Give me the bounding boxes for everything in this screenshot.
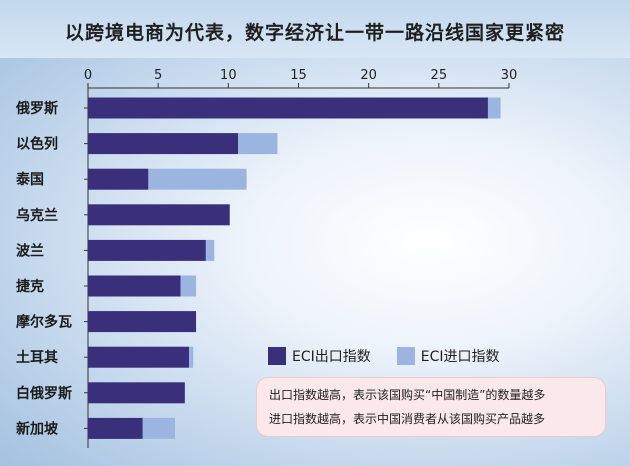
bar-export: [88, 417, 143, 439]
bar-import: [180, 275, 197, 297]
category-label: 新加坡: [16, 420, 59, 437]
chart-title: 以跨境电商为代表，数字经济让一带一路沿线国家更紧密: [64, 22, 565, 44]
x-tick-label: 25: [431, 68, 448, 83]
category-label: 以色列: [16, 136, 58, 153]
x-tick-label: 5: [154, 68, 162, 83]
bar-export: [88, 382, 185, 404]
note-line-import: 进口指数越高，表示中国消费者从该国购买产品越多: [269, 412, 546, 426]
x-tick-label: 0: [84, 68, 92, 83]
bar-export: [88, 311, 197, 333]
category-label: 乌克兰: [16, 207, 58, 224]
bar-import: [189, 346, 194, 368]
category-label: 泰国: [15, 171, 44, 188]
legend-swatch-export: [268, 347, 286, 365]
explanation-note: 出口指数越高，表示该国购买“中国制造”的数量越多 进口指数越高，表示中国消费者从…: [256, 377, 606, 437]
bar-export: [88, 97, 488, 119]
category-label: 摩尔多瓦: [16, 314, 72, 331]
bar-import: [148, 168, 247, 190]
bar-import: [238, 133, 278, 155]
category-label: 波兰: [16, 242, 44, 259]
category-label: 白俄罗斯: [16, 385, 72, 402]
x-tick-label: 15: [290, 68, 307, 83]
legend: ECI出口指数 ECI进口指数: [268, 346, 500, 366]
bar-export: [88, 133, 239, 155]
category-label: 捷克: [16, 278, 44, 295]
title-bar: [0, 0, 630, 58]
x-tick-label: 20: [360, 68, 377, 83]
bar-import: [487, 97, 501, 119]
x-tick-label: 10: [220, 68, 237, 83]
bar-export: [88, 275, 181, 297]
bar-import: [142, 417, 176, 439]
category-label: 土耳其: [16, 349, 58, 366]
bar-export: [88, 346, 190, 368]
x-tick-label: 30: [501, 68, 518, 83]
legend-label-export: ECI出口指数: [292, 349, 371, 365]
bar-export: [88, 239, 206, 261]
legend-label-import: ECI进口指数: [420, 349, 500, 365]
category-label: 俄罗斯: [15, 100, 58, 117]
legend-item-export: ECI出口指数: [268, 346, 371, 366]
bar-export: [88, 168, 149, 190]
bar-import: [205, 239, 215, 261]
note-line-export: 出口指数越高，表示该国购买“中国制造”的数量越多: [269, 388, 546, 402]
legend-swatch-import: [396, 347, 415, 365]
legend-item-import: ECI进口指数: [396, 346, 500, 366]
bar-export: [88, 204, 230, 226]
